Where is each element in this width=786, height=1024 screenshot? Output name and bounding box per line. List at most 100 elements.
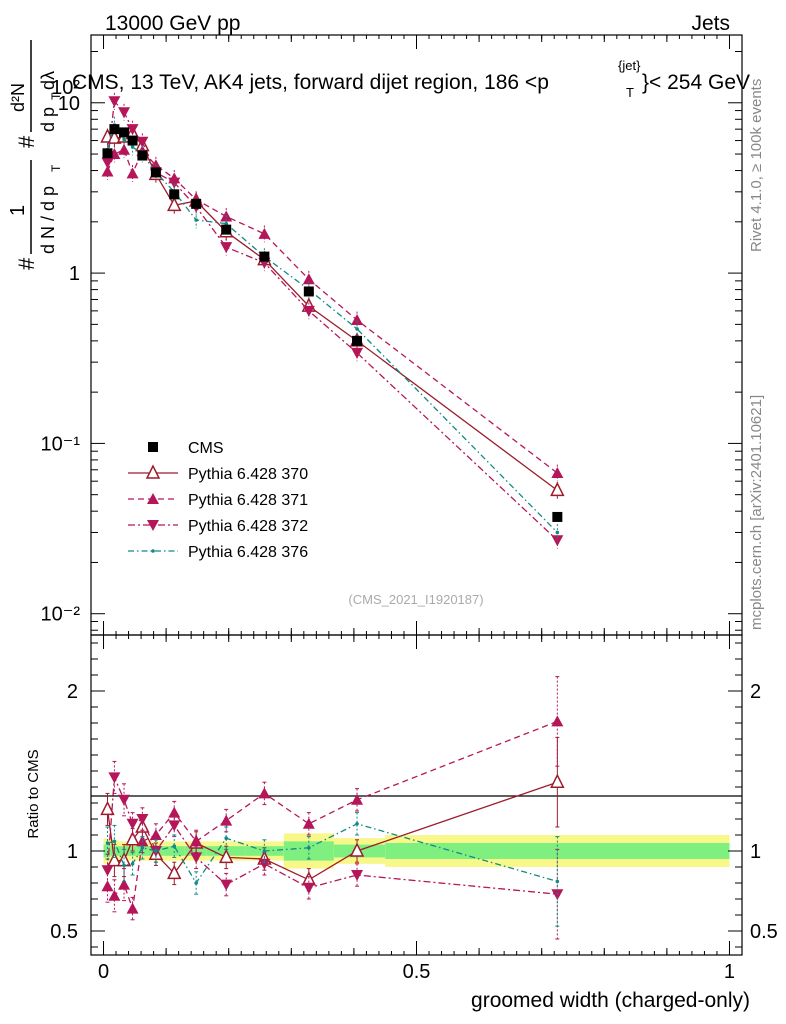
- series-point: [224, 221, 229, 226]
- series-point: [550, 481, 565, 497]
- series-point: [555, 530, 560, 535]
- series-point: [107, 129, 122, 144]
- y-label-hash-2: #: [14, 135, 39, 148]
- ratio-y-tick-label-right: 0.5: [750, 921, 778, 943]
- legend-marker: [148, 442, 158, 452]
- series-point: [551, 467, 564, 479]
- series-point: [351, 347, 364, 359]
- ratio-point: [108, 772, 121, 784]
- y-tick-label: 10⁻¹: [41, 433, 81, 455]
- series-line: [106, 99, 558, 541]
- chart-title-post: }< 254 GeV: [642, 71, 750, 94]
- ratio-point: [190, 835, 203, 847]
- ratio-point: [194, 881, 198, 885]
- series-point: [126, 124, 139, 136]
- ratio-point: [302, 882, 315, 894]
- ratio-point: [224, 836, 229, 840]
- x-axis-label: groomed width (charged-only): [471, 989, 750, 1012]
- ratio-point: [107, 851, 122, 867]
- ratio-point: [258, 858, 271, 870]
- legend-label: CMS: [188, 440, 224, 457]
- ratio-frame: [90, 634, 743, 956]
- ratio-point: [130, 862, 135, 866]
- series-point: [258, 227, 271, 239]
- ratio-point: [351, 793, 364, 805]
- series-point: [108, 96, 121, 108]
- cms-point: [221, 224, 232, 235]
- ratio-point: [118, 794, 131, 806]
- ratio-point: [551, 715, 564, 727]
- cms-point: [109, 124, 120, 135]
- ratio-y-label: Ratio to CMS: [25, 749, 42, 838]
- legend-label: Pythia 6.428 372: [188, 518, 308, 535]
- y-tick-label: 10⁻²: [41, 604, 81, 626]
- ratio-point: [125, 831, 140, 846]
- ratio-point: [351, 870, 364, 881]
- series-point: [302, 305, 315, 317]
- y-tick-label: 1: [69, 263, 80, 285]
- chart-title-pre: CMS, 13 TeV, AK4 jets, forward dijet reg…: [72, 71, 549, 94]
- cms-point: [127, 135, 138, 146]
- y-label-den-1-sub: T: [49, 164, 63, 172]
- series-point: [355, 327, 359, 331]
- ratio-point: [302, 817, 315, 829]
- series-point: [302, 273, 315, 285]
- ratio-point: [100, 800, 115, 816]
- cms-point: [119, 127, 130, 138]
- legend-marker: [151, 549, 155, 553]
- cms-point: [352, 335, 363, 346]
- x-tick-label: 0: [98, 961, 109, 983]
- ratio-point: [149, 829, 162, 840]
- series-point: [167, 196, 182, 212]
- rivet-label: Rivet 4.1.0, ≥ 100k events: [748, 79, 765, 252]
- cms-point: [137, 150, 148, 161]
- y-label-num-2: d²N: [8, 83, 28, 112]
- ratio-point: [140, 846, 145, 850]
- ratio-point: [355, 822, 359, 826]
- y-label-den-2: d p: [38, 107, 58, 132]
- header-left: 13000 GeV pp: [105, 12, 240, 35]
- legend-marker: [147, 520, 159, 531]
- y-label-den-2-sub: T: [49, 92, 63, 100]
- ratio-point: [220, 879, 233, 891]
- x-tick-label: 1: [724, 961, 735, 983]
- header-right: Jets: [691, 12, 730, 35]
- ratio-point: [307, 846, 311, 850]
- x-tick-label: 0.5: [403, 961, 431, 983]
- ratio-point: [550, 773, 565, 788]
- series-point: [122, 137, 126, 142]
- ratio-point: [262, 849, 267, 853]
- series-point: [136, 136, 149, 148]
- ratio-point: [136, 814, 149, 825]
- series-point: [168, 177, 181, 189]
- ratio-point: [551, 889, 564, 901]
- cms-point: [552, 511, 563, 522]
- chart-title-sub: T: [626, 85, 634, 100]
- y-tick-label: 10²: [51, 77, 80, 99]
- legend-label: Pythia 6.428 371: [188, 492, 308, 509]
- ratio-point: [555, 879, 560, 884]
- series-point: [101, 157, 114, 169]
- band-inner-2: [118, 846, 129, 856]
- series-point: [118, 143, 131, 155]
- cms-point: [259, 251, 270, 262]
- series-point: [351, 314, 364, 326]
- ratio-y-tick-label-left: 2: [67, 681, 78, 703]
- cms-point: [150, 167, 161, 178]
- ratio-point: [154, 849, 158, 853]
- ratio-point: [258, 787, 271, 799]
- main-y-label: # 1 d N / d p T # d²N d p T dλ: [7, 40, 63, 270]
- legend-label: Pythia 6.428 376: [188, 544, 308, 561]
- band-inner-10: [283, 841, 334, 861]
- ratio-point: [105, 841, 110, 845]
- series-point: [194, 218, 198, 222]
- legend-marker: [145, 464, 161, 479]
- analysis-watermark: (CMS_2021_I1920187): [348, 592, 483, 607]
- cms-point: [303, 286, 314, 297]
- ratio-point: [126, 818, 139, 830]
- cms-point: [191, 198, 202, 209]
- cms-point: [169, 189, 180, 200]
- ratio-point: [168, 820, 181, 832]
- series-marks: [100, 92, 565, 549]
